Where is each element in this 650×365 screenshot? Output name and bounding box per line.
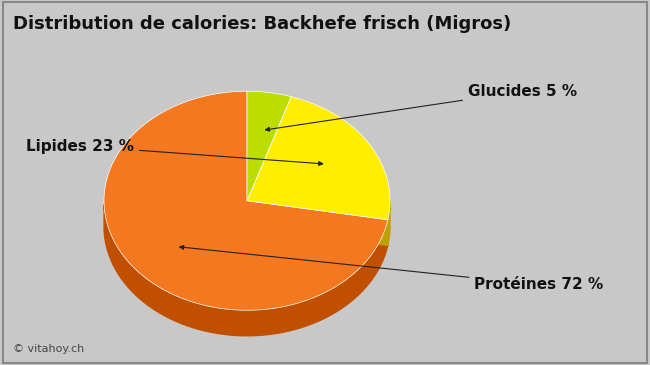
Text: Protéines 72 %: Protéines 72 % bbox=[180, 245, 604, 292]
Polygon shape bbox=[247, 201, 388, 245]
Polygon shape bbox=[247, 97, 390, 220]
Polygon shape bbox=[104, 204, 388, 336]
Polygon shape bbox=[388, 201, 390, 245]
Text: Distribution de calories: Backhefe frisch (Migros): Distribution de calories: Backhefe frisc… bbox=[13, 15, 512, 32]
Text: Glucides 5 %: Glucides 5 % bbox=[265, 84, 577, 131]
Polygon shape bbox=[247, 201, 388, 245]
Polygon shape bbox=[247, 91, 291, 201]
Polygon shape bbox=[104, 91, 388, 310]
Text: © vitahoy.ch: © vitahoy.ch bbox=[13, 344, 84, 354]
Text: Lipides 23 %: Lipides 23 % bbox=[26, 138, 322, 165]
